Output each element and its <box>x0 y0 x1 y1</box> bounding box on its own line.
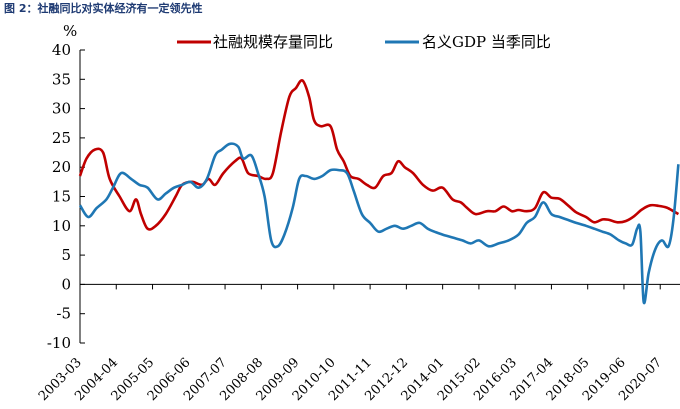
y-tick-label: -5 <box>56 305 71 323</box>
y-tick-label: 25 <box>52 129 71 147</box>
y-tick-label: 15 <box>52 188 71 206</box>
figure-title: 图 2：社融同比对实体经济有一定领先性 <box>4 2 203 15</box>
y-tick-label: -10 <box>47 334 71 352</box>
legend-label-0: 社融规模存量同比 <box>213 33 333 51</box>
series-line-1 <box>78 142 680 305</box>
y-axis-label: % <box>63 22 77 40</box>
series-line-0 <box>78 78 680 231</box>
y-tick-label: 10 <box>52 217 71 235</box>
x-axis: 2003-032004-042005-052006-062007-072008-… <box>36 283 680 404</box>
y-tick-label: 35 <box>52 70 71 88</box>
y-tick-label: 30 <box>52 100 71 118</box>
y-tick-label: 5 <box>61 246 71 264</box>
legend-label-1: 名义GDP 当季同比 <box>422 33 551 51</box>
y-axis: -10 -5 0 5 10 15 20 25 30 35 40 <box>47 41 85 352</box>
legend: 社融规模存量同比 名义GDP 当季同比 <box>177 33 551 51</box>
series-group <box>78 78 680 305</box>
y-tick-label: 40 <box>52 41 71 59</box>
y-tick-label: 20 <box>52 158 71 176</box>
y-tick-label: 0 <box>61 275 71 293</box>
